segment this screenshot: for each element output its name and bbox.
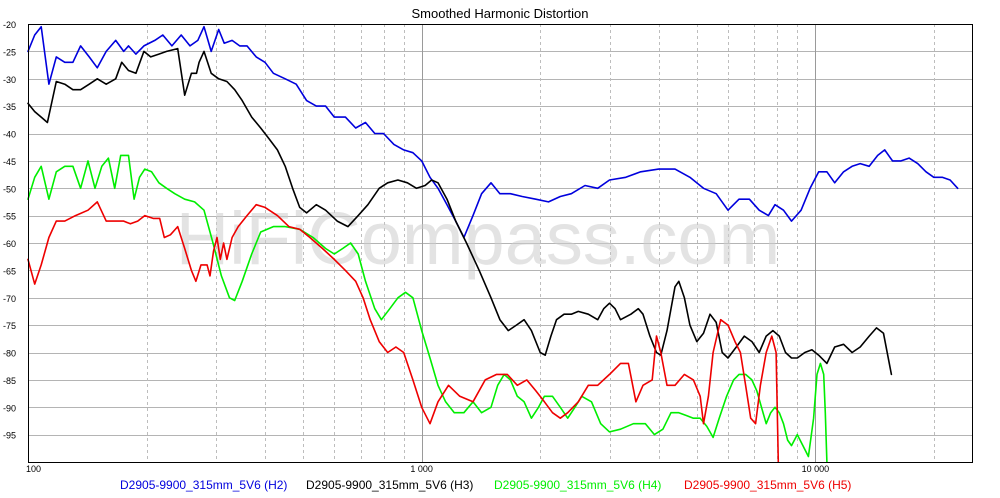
plot-frame bbox=[28, 24, 973, 463]
y-tick-label: -40 bbox=[3, 130, 16, 140]
y-tick-label: -95 bbox=[3, 431, 16, 441]
y-tick-label: -85 bbox=[3, 376, 16, 386]
y-tick-label: -60 bbox=[3, 239, 16, 249]
y-tick-label: -55 bbox=[3, 212, 16, 222]
x-tick-label: 10 000 bbox=[802, 464, 830, 474]
y-tick-label: -45 bbox=[3, 157, 16, 167]
grid-lines bbox=[28, 24, 972, 462]
y-tick-label: -50 bbox=[3, 184, 16, 194]
y-tick-label: -75 bbox=[3, 321, 16, 331]
series-lines bbox=[27, 25, 959, 463]
y-tick-label: -30 bbox=[3, 75, 16, 85]
series-line-5 bbox=[27, 201, 780, 463]
chart-plot: HiFiCompass.com -20-25-30-35-40-45-50-55… bbox=[3, 20, 973, 474]
y-tick-label: -20 bbox=[3, 20, 16, 30]
y-axis-ticks: -20 -25 -30 -35 -40 -45 -50 -55 -60 -65 -70 -75 -80 -… bbox=[3, 20, 16, 441]
legend-entry: D2905-9900_315mm_5V6 (H3) bbox=[306, 478, 474, 492]
x-axis-ticks: 100 1 000 10 000 bbox=[26, 464, 829, 474]
y-tick-label: -25 bbox=[3, 47, 16, 57]
y-tick-label: -35 bbox=[3, 102, 16, 112]
y-tick-label: -90 bbox=[3, 403, 16, 413]
legend-entry: D2905-9900_315mm_5V6 (H5) bbox=[684, 478, 852, 492]
series-line-2 bbox=[27, 25, 959, 239]
legend-entry: D2905-9900_315mm_5V6 (H2) bbox=[120, 478, 288, 492]
y-tick-label: -65 bbox=[3, 266, 16, 276]
series-line-3 bbox=[27, 47, 893, 376]
y-tick-label: -70 bbox=[3, 294, 16, 304]
x-tick-label: 1 000 bbox=[410, 464, 433, 474]
chart-legend: D2905-9900_315mm_5V6 (H2) D2905-9900_315m… bbox=[0, 476, 1000, 496]
y-tick-label: -80 bbox=[3, 349, 16, 359]
x-tick-label: 100 bbox=[26, 464, 41, 474]
chart-title: Smoothed Harmonic Distortion bbox=[411, 6, 589, 21]
legend-entry: D2905-9900_315mm_5V6 (H4) bbox=[494, 478, 662, 492]
